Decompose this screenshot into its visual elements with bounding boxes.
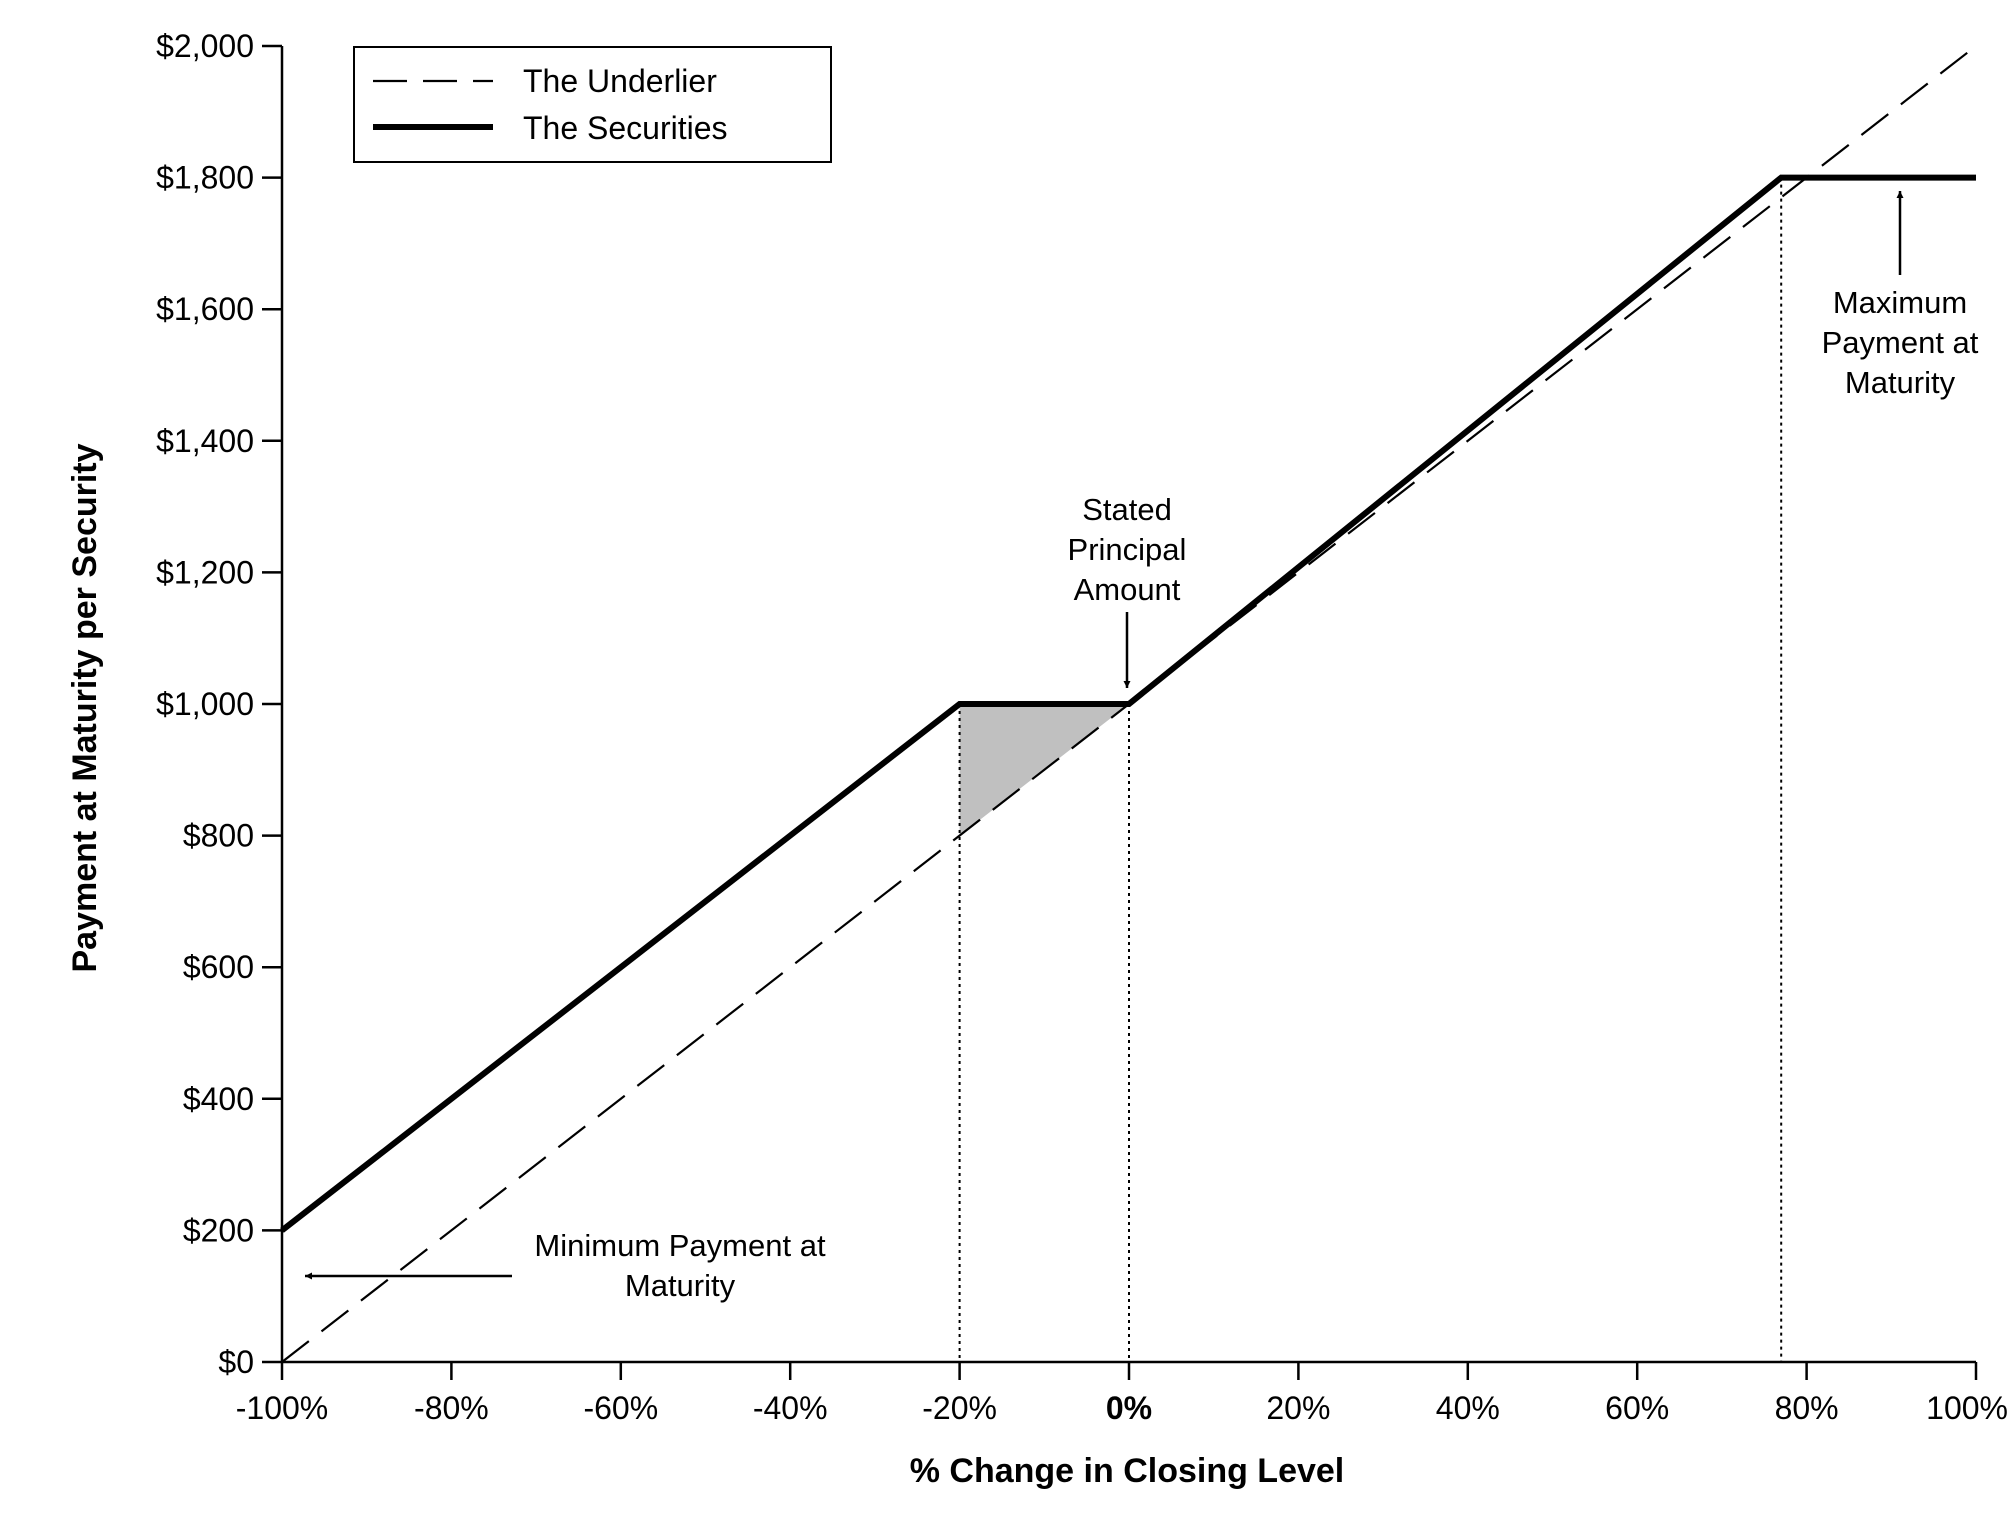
x-axis-ticks: -100% -80% -60% -40% -20% 0% 20% 40% 60% 80% 100% [236, 1362, 2008, 1426]
x-axis-title: % Change in Closing Level [910, 1452, 1345, 1490]
annotation-minimum-payment-line-2: Maturity [625, 1268, 736, 1303]
y-tick-label: $200 [183, 1212, 254, 1248]
y-tick-label: $1,400 [156, 423, 254, 459]
annotation-stated-principal: Stated Principal Amount [1068, 492, 1187, 688]
y-tick-label: $1,600 [156, 291, 254, 327]
y-tick-label: $600 [183, 949, 254, 985]
x-tick-label: 0% [1106, 1390, 1152, 1426]
y-tick-label: $400 [183, 1081, 254, 1117]
x-tick-label: -100% [236, 1390, 329, 1426]
annotation-stated-principal-line-3: Amount [1074, 572, 1181, 607]
annotation-maximum-payment-line-1: Maximum [1833, 285, 1967, 320]
x-tick-label: 20% [1266, 1390, 1330, 1426]
y-tick-label: $1,200 [156, 554, 254, 590]
annotation-stated-principal-line-2: Principal [1068, 532, 1187, 567]
annotation-maximum-payment: Maximum Payment at Maturity [1822, 191, 1979, 400]
x-tick-label: 40% [1436, 1390, 1500, 1426]
x-tick-label: 80% [1775, 1390, 1839, 1426]
legend-label-securities: The Securities [523, 110, 728, 146]
x-tick-label: -80% [414, 1390, 489, 1426]
annotation-maximum-payment-line-3: Maturity [1845, 365, 1956, 400]
annotation-stated-principal-line-1: Stated [1082, 492, 1172, 527]
y-tick-label: $800 [183, 818, 254, 854]
legend-label-underlier: The Underlier [523, 63, 717, 99]
y-tick-label: $2,000 [156, 28, 254, 64]
x-tick-label: -40% [753, 1390, 828, 1426]
y-tick-label: $1,000 [156, 686, 254, 722]
x-tick-label: 60% [1605, 1390, 1669, 1426]
y-tick-label: $0 [218, 1344, 254, 1380]
legend-box [353, 46, 832, 163]
annotation-minimum-payment-line-1: Minimum Payment at [534, 1228, 826, 1263]
annotation-maximum-payment-line-2: Payment at [1822, 325, 1979, 360]
y-axis-title: Payment at Maturity per Security [66, 443, 104, 972]
legend: The Underlier The Securities [353, 46, 832, 163]
y-tick-label: $1,800 [156, 160, 254, 196]
y-axis-ticks: $0 $200 $400 $600 $800 $1,000 $1,200 $1,400 $1,6… [156, 28, 282, 1380]
annotation-minimum-payment: Minimum Payment at Maturity [305, 1228, 826, 1303]
x-tick-label: -20% [922, 1390, 997, 1426]
reference-lines [958, 177, 1783, 1362]
series-line-securities [280, 174, 1976, 1233]
x-tick-label: -60% [583, 1390, 658, 1426]
x-tick-label: 100% [1926, 1390, 2008, 1426]
